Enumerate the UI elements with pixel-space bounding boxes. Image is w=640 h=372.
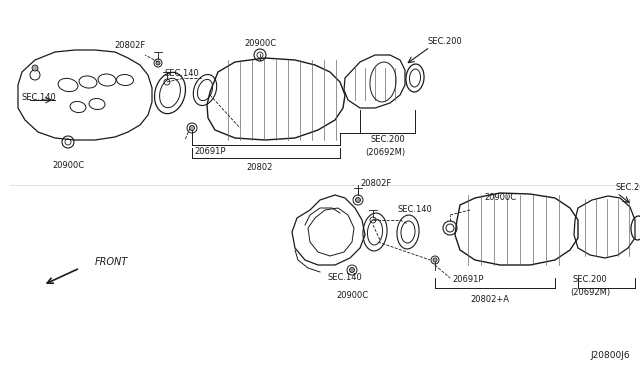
- Text: SEC.140: SEC.140: [328, 273, 362, 282]
- Text: SEC.200: SEC.200: [371, 135, 405, 144]
- Text: 20900C: 20900C: [52, 160, 84, 170]
- Text: SEC.200: SEC.200: [616, 183, 640, 192]
- Text: 20900C: 20900C: [484, 193, 516, 202]
- Circle shape: [355, 198, 360, 202]
- Circle shape: [189, 125, 195, 131]
- Circle shape: [349, 267, 355, 273]
- Circle shape: [433, 258, 437, 262]
- Text: SEC.200: SEC.200: [573, 276, 607, 285]
- Text: 20802: 20802: [247, 164, 273, 173]
- Text: SEC.140: SEC.140: [22, 93, 57, 102]
- Text: 20802F: 20802F: [360, 179, 392, 187]
- Text: 20691P: 20691P: [195, 148, 226, 157]
- Text: 20900C: 20900C: [336, 291, 368, 299]
- Text: J20800J6: J20800J6: [590, 350, 630, 359]
- Text: 20691P: 20691P: [452, 276, 484, 285]
- Text: 20802+A: 20802+A: [470, 295, 509, 305]
- Text: (20692M): (20692M): [570, 288, 610, 296]
- Text: (20692M): (20692M): [365, 148, 405, 157]
- Circle shape: [32, 65, 38, 71]
- Text: 20802F: 20802F: [115, 42, 146, 51]
- Text: SEC.200: SEC.200: [428, 38, 462, 46]
- Text: SEC.140: SEC.140: [397, 205, 433, 215]
- Text: FRONT: FRONT: [95, 257, 128, 267]
- Circle shape: [156, 61, 160, 65]
- Text: 20900C: 20900C: [244, 38, 276, 48]
- Text: SEC.140: SEC.140: [164, 68, 200, 77]
